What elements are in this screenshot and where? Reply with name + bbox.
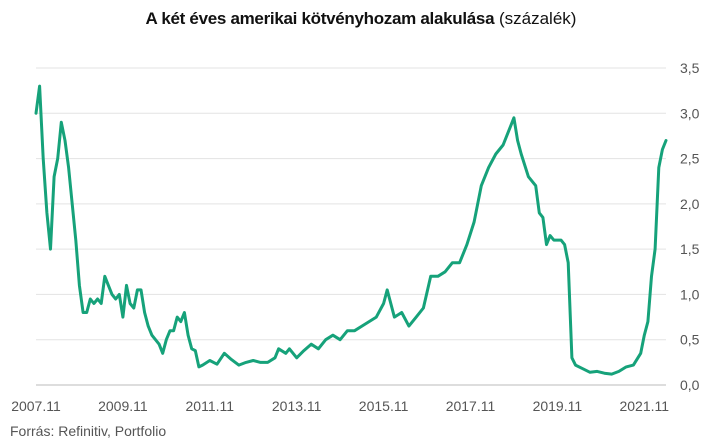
x-tick-label: 2019.11: [533, 398, 583, 414]
x-tick-label: 2015.11: [359, 398, 409, 414]
x-tick-label: 2013.11: [272, 398, 322, 414]
line-chart: 0,00,51,01,52,02,53,03,5 2007.11 2009.11 2…: [11, 60, 700, 414]
y-tick-label: 2,0: [680, 196, 700, 212]
y-tick-label: 2,5: [680, 151, 700, 167]
y-tick-label: 3,5: [680, 60, 700, 76]
x-tick-label: 2017.11: [446, 398, 496, 414]
y-tick-label: 1,5: [680, 241, 700, 257]
chart-title-unit: (százalék): [498, 9, 577, 28]
y-tick-label: 0,5: [680, 332, 700, 348]
y-axis-ticks: 0,0 0,5 1,0 1,5 2,0 2,5 3,0 3,5: [680, 60, 700, 393]
chart-title: A két éves amerikai kötvényhozam alakulá…: [0, 9, 722, 29]
y-tick-label: 0,0: [680, 377, 700, 393]
x-tick-label: 2011.11: [186, 398, 235, 414]
x-tick-label: 2007.11: [11, 398, 61, 414]
chart-title-main: A két éves amerikai kötvényhozam alakulá…: [145, 9, 495, 28]
x-axis-ticks: 2007.11 2009.11 2011.11 2013.11 2015.11 2017.…: [11, 398, 669, 414]
x-tick-label: 2021.11: [619, 398, 669, 414]
yield-series-line: [34, 84, 668, 376]
source-note: Forrás: Refinitiv, Portfolio: [10, 423, 167, 439]
y-tick-label: 1,0: [680, 286, 700, 302]
y-tick-label: 3,0: [680, 105, 700, 121]
x-tick-label: 2009.11: [98, 398, 148, 414]
